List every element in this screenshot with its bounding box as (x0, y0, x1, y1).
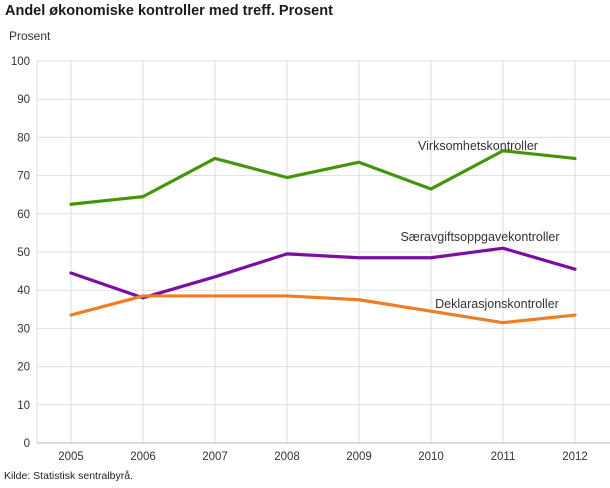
chart-title: Andel økonomiske kontroller med treff. P… (5, 3, 333, 19)
x-tick-label: 2009 (346, 451, 372, 463)
y-tick-label: 90 (17, 94, 30, 106)
y-tick-label: 100 (11, 56, 30, 68)
x-tick-label: 2005 (58, 451, 84, 463)
x-tick-label: 2010 (418, 451, 444, 463)
series-label-særavgiftsoppgavekontroller: Særavgiftsoppgavekontroller (400, 230, 559, 244)
y-tick-label: 60 (17, 209, 30, 221)
gridlines (37, 60, 610, 443)
y-tick-label: 0 (24, 438, 30, 450)
y-tick-label: 10 (17, 400, 30, 412)
y-tick-label: 70 (17, 171, 30, 183)
y-tick-label: 20 (17, 362, 30, 374)
y-tick-label: 40 (17, 285, 30, 297)
x-axis-tick-labels: 2005 2006 2007 2008 2009 2010 2011 2012 (58, 451, 588, 463)
x-tick-label: 2008 (274, 451, 300, 463)
y-axis-tick-labels: 0 10 20 30 40 50 60 70 80 90 100 (11, 56, 30, 450)
y-axis-unit-label: Prosent (9, 29, 51, 43)
x-tick-label: 2006 (130, 451, 156, 463)
y-tick-label: 50 (17, 247, 30, 259)
y-tick-label: 30 (17, 323, 30, 335)
source-citation: Kilde: Statistisk sentralbyrå. (4, 470, 133, 482)
series-line-deklarasjonskontroller (69, 294, 577, 325)
x-tick-label: 2012 (562, 451, 588, 463)
series-line-virksomhetskontroller (69, 149, 577, 206)
x-tick-label: 2011 (491, 451, 516, 463)
series-label-virksomhetskontroller: Virksomhetskontroller (418, 139, 538, 153)
y-tick-label: 80 (17, 132, 30, 144)
series-label-deklarasjonskontroller: Deklarasjonskontroller (435, 297, 559, 311)
x-tick-label: 2007 (202, 451, 228, 463)
